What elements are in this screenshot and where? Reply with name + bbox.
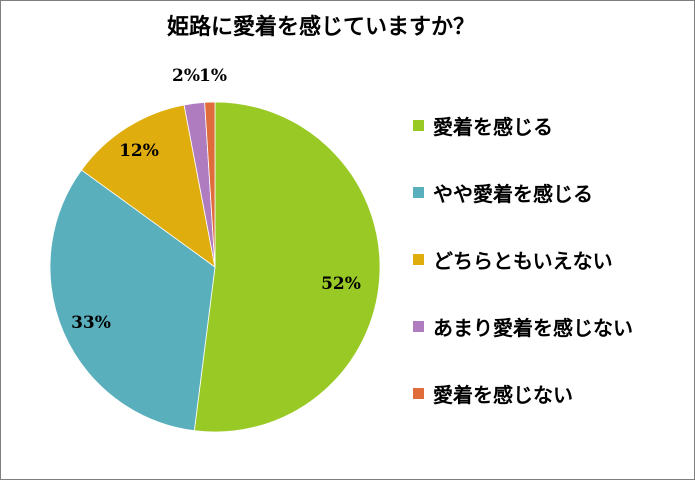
legend-swatch (413, 120, 424, 131)
data-label-3: 12% (119, 141, 159, 161)
legend-label: 愛着を感じる (433, 115, 553, 139)
legend-label: やや愛着を感じる (433, 182, 593, 206)
pie-slice-1 (193, 101, 381, 433)
legend-item-4: あまり愛着を感じない (413, 312, 693, 379)
legend-item-1: 愛着を感じる (413, 111, 693, 178)
legend-item-5: 愛着を感じない (413, 379, 693, 446)
legend-swatch (413, 321, 424, 332)
legend-label: あまり愛着を感じない (433, 316, 633, 340)
pie-slice-2 (49, 169, 216, 432)
legend-item-3: どちらともいえない (413, 245, 693, 312)
legend-swatch (413, 254, 424, 265)
pie-slice-5 (204, 101, 216, 268)
chart-title: 姫路に愛着を感じていますか？ (166, 14, 475, 40)
pie-slice-3 (80, 104, 216, 268)
legend-label: 愛着を感じない (433, 383, 573, 407)
legend-item-2: やや愛着を感じる (413, 178, 693, 245)
data-label-1: 52% (321, 274, 361, 294)
legend-swatch (413, 187, 424, 198)
data-label-4: 2% (172, 66, 200, 86)
data-label-2: 33% (71, 313, 111, 333)
legend-label: どちらともいえない (433, 249, 613, 273)
legend-swatch (413, 388, 424, 399)
legend: 愛着を感じるやや愛着を感じる どちらともいえない あまり愛着を感じない 愛着を感じない (413, 111, 693, 446)
data-label-5: 1% (199, 66, 227, 86)
